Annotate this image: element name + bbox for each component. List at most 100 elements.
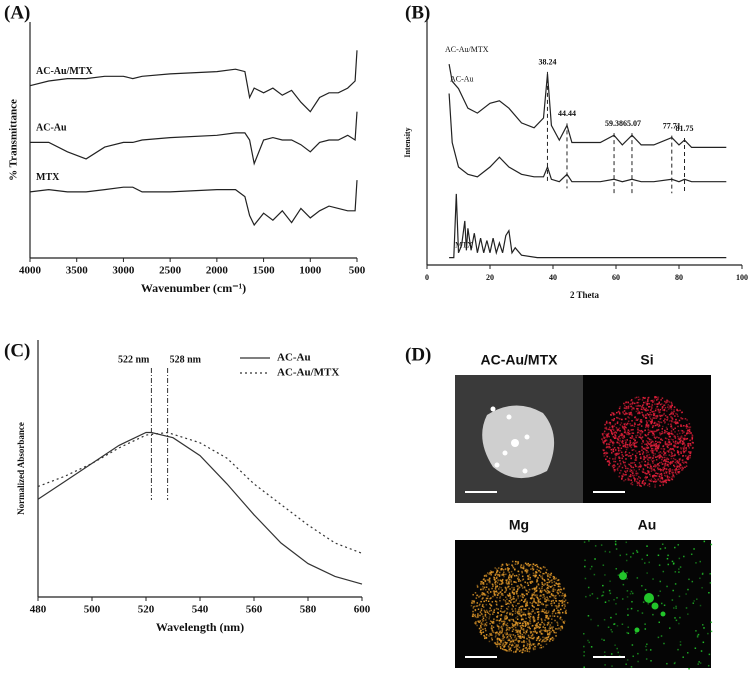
signal-pixel	[665, 451, 667, 454]
signal-pixel	[518, 646, 521, 649]
x-axis-label: Wavenumber (cm⁻¹)	[141, 281, 246, 295]
signal-pixel	[624, 461, 627, 464]
signal-pixel	[525, 589, 527, 591]
signal-pixel	[669, 467, 671, 470]
x-tick-label: 60	[612, 273, 620, 282]
signal-pixel	[521, 572, 523, 574]
signal-pixel	[666, 457, 668, 459]
signal-pixel	[643, 484, 646, 486]
signal-pixel	[626, 444, 629, 446]
signal-pixel	[552, 600, 555, 602]
signal-pixel	[542, 646, 545, 648]
signal-pixel	[646, 402, 649, 405]
signal-pixel	[619, 444, 621, 447]
signal-pixel	[666, 471, 668, 473]
signal-pixel	[622, 570, 624, 573]
signal-pixel	[493, 578, 495, 581]
signal-pixel	[585, 595, 587, 598]
signal-pixel	[583, 666, 585, 668]
signal-pixel	[641, 558, 643, 561]
signal-pixel	[651, 407, 653, 409]
signal-pixel	[604, 439, 606, 442]
signal-pixel	[664, 479, 666, 482]
signal-pixel	[689, 456, 691, 459]
signal-pixel	[553, 584, 555, 586]
signal-pixel	[636, 478, 639, 480]
signal-pixel	[666, 445, 669, 448]
signal-pixel	[636, 472, 639, 474]
signal-pixel	[504, 643, 506, 646]
signal-pixel	[640, 485, 642, 487]
signal-pixel	[490, 574, 492, 576]
signal-pixel	[546, 587, 548, 590]
signal-pixel	[657, 447, 660, 450]
signal-pixel	[608, 428, 610, 431]
signal-pixel	[654, 478, 657, 481]
signal-pixel	[516, 615, 519, 618]
signal-pixel	[528, 627, 531, 629]
signal-pixel	[614, 431, 617, 433]
signal-pixel	[515, 574, 518, 577]
signal-pixel	[670, 423, 672, 426]
signal-pixel	[627, 401, 629, 404]
signal-pixel	[477, 608, 480, 610]
signal-pixel	[560, 600, 563, 602]
signal-pixel	[532, 648, 535, 651]
signal-pixel	[495, 603, 498, 606]
signal-pixel	[538, 601, 540, 604]
signal-pixel	[505, 580, 508, 583]
signal-pixel	[651, 426, 654, 429]
signal-pixel	[505, 607, 508, 610]
x-tick-label: 500	[84, 604, 101, 616]
signal-pixel	[526, 648, 528, 651]
signal-pixel	[664, 437, 667, 439]
signal-pixel	[512, 644, 514, 647]
signal-pixel	[626, 596, 629, 598]
signal-pixel	[559, 627, 561, 630]
signal-pixel	[667, 563, 670, 566]
signal-pixel	[536, 579, 538, 581]
signal-pixel	[635, 456, 638, 459]
signal-pixel	[511, 591, 514, 594]
signal-pixel	[632, 475, 635, 477]
signal-pixel	[646, 447, 649, 449]
signal-pixel	[686, 432, 688, 435]
signal-pixel	[658, 423, 660, 425]
signal-pixel	[652, 401, 654, 403]
signal-pixel	[668, 413, 671, 416]
signal-pixel	[650, 438, 652, 441]
signal-pixel	[642, 451, 645, 453]
signal-pixel	[538, 613, 540, 616]
signal-pixel	[662, 468, 665, 471]
signal-pixel	[645, 479, 647, 481]
signal-pixel	[678, 460, 680, 463]
signal-pixel	[657, 441, 659, 444]
signal-pixel	[493, 611, 495, 613]
signal-pixel	[627, 429, 630, 431]
signal-pixel	[527, 647, 530, 650]
signal-pixel	[682, 451, 685, 454]
signal-pixel	[630, 465, 632, 467]
signal-pixel	[532, 643, 535, 646]
signal-pixel	[505, 643, 507, 645]
signal-pixel	[544, 629, 546, 632]
signal-pixel	[557, 592, 560, 594]
signal-pixel	[668, 470, 671, 472]
signal-pixel	[514, 621, 517, 623]
signal-pixel	[690, 451, 692, 453]
signal-pixel	[631, 437, 633, 439]
peak-label: 59.38	[605, 119, 623, 128]
signal-pixel	[509, 640, 512, 643]
signal-pixel	[501, 589, 503, 591]
signal-pixel	[529, 617, 531, 619]
signal-pixel	[549, 638, 552, 641]
signal-pixel	[532, 574, 535, 577]
signal-pixel	[677, 446, 679, 448]
signal-pixel	[537, 637, 540, 639]
signal-pixel	[482, 597, 484, 599]
signal-pixel	[633, 477, 635, 479]
signal-pixel	[622, 473, 625, 476]
signal-pixel	[520, 627, 523, 629]
signal-pixel	[503, 621, 506, 624]
signal-pixel	[642, 467, 645, 470]
